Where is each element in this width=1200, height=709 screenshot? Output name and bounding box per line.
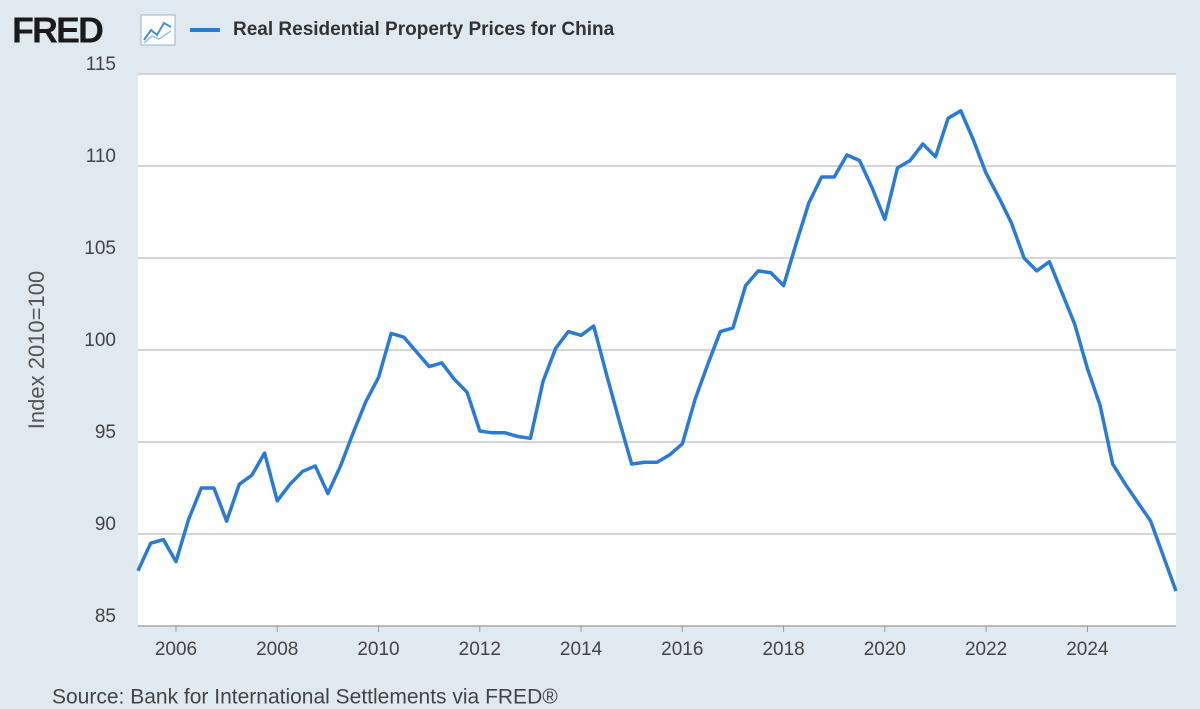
y-tick-label: 95 xyxy=(95,422,116,443)
source-note: Source: Bank for International Settlemen… xyxy=(52,686,558,709)
x-tick-label: 2014 xyxy=(560,639,603,660)
x-tick-label: 2024 xyxy=(1066,639,1109,660)
y-tick-label: 110 xyxy=(86,146,116,167)
y-tick-label: 85 xyxy=(95,606,116,627)
data-line xyxy=(136,109,1178,592)
x-tick-label: 2022 xyxy=(965,639,1007,660)
x-tick-label: 2012 xyxy=(459,639,501,660)
logo-icon xyxy=(140,14,176,46)
y-tick-label: 100 xyxy=(84,330,116,351)
x-tick-label: 2010 xyxy=(357,639,399,660)
y-axis-label: Index 2010=100 xyxy=(24,271,49,429)
legend-label: Real Residential Property Prices for Chi… xyxy=(233,19,615,40)
y-tick-label: 105 xyxy=(84,238,116,259)
x-tick-label: 2018 xyxy=(762,639,804,660)
x-tick-label: 2006 xyxy=(155,639,197,660)
y-tick-label: 115 xyxy=(86,54,116,75)
logo: FRED xyxy=(12,10,103,51)
x-tick-label: 2008 xyxy=(256,639,298,660)
y-tick-label: 90 xyxy=(95,514,116,535)
x-tick-label: 2016 xyxy=(661,639,703,660)
x-tick-label: 2020 xyxy=(864,639,906,660)
